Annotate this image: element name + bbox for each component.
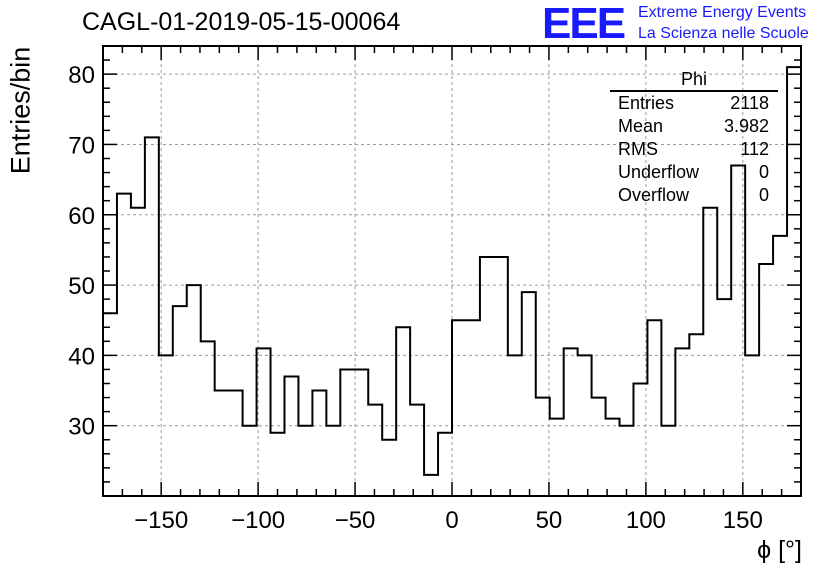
logo-line-1: Extreme Energy Events [638,4,807,21]
histogram-bin [689,334,703,496]
y-tick-label: 50 [68,273,95,300]
histogram-bin [661,426,675,496]
histogram-bin [382,440,396,496]
x-tick-label: 50 [536,507,563,534]
histogram-bin [675,348,689,496]
histogram-bin [145,137,159,496]
histogram-bin [354,369,368,496]
histogram-bin [773,236,787,496]
stats-row-mean: Mean 3.982 [610,115,778,138]
stats-label: RMS [618,139,658,159]
histogram-bin [271,433,285,496]
y-axis-label: Entries/bin [5,46,36,175]
histogram-bin [452,320,466,496]
histogram-bin [284,376,298,496]
histogram-bin [368,405,382,496]
histogram-bin [592,398,606,496]
stats-value: 2118 [730,93,769,113]
histogram-bin [438,433,452,496]
histogram-bin [564,348,578,496]
stats-value: 0 [758,162,769,182]
y-tick-label: 80 [68,62,95,89]
histogram-bin [340,369,354,496]
histogram-bin [424,475,438,496]
axis-ticks [102,45,802,496]
eee-logo-mark: EEE [542,0,626,48]
histogram-bin [201,341,215,496]
histogram-bin [620,426,634,496]
y-tick-label: 40 [68,343,95,370]
histogram-bin [703,208,717,496]
histogram-line [103,66,801,476]
histogram-bin [633,384,647,497]
histogram-bin [159,355,173,496]
stats-label: Entries [618,93,675,113]
stats-box: Phi Entries 2118 Mean 3.982 RMS 112 Unde… [610,68,778,207]
histogram-bin [480,257,494,496]
histogram-bin [312,391,326,496]
histogram-bin [759,264,773,496]
histogram-bin [466,320,480,496]
histogram-bin [717,299,731,496]
histogram-bin [745,355,759,496]
stats-value: 3.982 [723,116,769,136]
stats-label: Overflow [618,185,690,205]
x-tick-label: 150 [723,507,763,534]
histogram-bin [243,426,257,496]
logo-line-2: La Scienza nelle Scuole [638,25,809,42]
x-tick-label: 100 [626,507,666,534]
y-tick-label: 30 [68,414,95,441]
histogram-bin [731,166,745,496]
stats-row-underflow: Underflow 0 [610,161,778,184]
histogram-bin [550,419,564,496]
histogram-bin [536,398,550,496]
stats-row-entries: Entries 2118 [610,92,778,115]
x-tick-label: −50 [335,507,376,534]
x-axis-label: ϕ [°] [757,536,802,564]
stats-title: Phi [610,68,778,92]
tick-labels: −150 −100 −50 0 50 100 150 30 40 50 60 70 80 [68,62,763,534]
chart-title: CAGL-01-2019-05-15-00064 [82,8,401,36]
histogram-bin [257,348,271,496]
stats-row-overflow: Overflow 0 [610,184,778,207]
grid-lines [103,46,801,496]
histogram-bin [298,426,312,496]
stats-label: Mean [618,116,664,136]
stats-row-rms: RMS 112 [610,138,778,161]
y-tick-label: 60 [68,203,95,230]
stats-label: Underflow [618,162,700,182]
histogram-bin [326,426,340,496]
x-tick-label: −150 [134,507,188,534]
histogram-bin [173,306,187,496]
histogram-bin [508,355,522,496]
histogram-bin [606,419,620,496]
histogram-series [103,66,801,497]
histogram-bin [787,67,801,496]
histogram-bin [494,257,508,496]
histogram-bin [647,320,661,496]
histogram-bin [131,208,145,496]
stats-value: 112 [740,139,769,159]
histogram-bin [215,391,229,496]
stats-value: 0 [758,185,769,205]
histogram-bin [229,391,243,496]
histogram-bin [522,292,536,496]
y-tick-label: 70 [68,132,95,159]
histogram-bin [410,405,424,496]
x-tick-label: −100 [231,507,285,534]
x-tick-label: 0 [445,507,458,534]
histogram-bin [187,285,201,496]
histogram-bin [578,355,592,496]
histogram-bin [117,194,131,496]
histogram-bin [396,327,410,496]
